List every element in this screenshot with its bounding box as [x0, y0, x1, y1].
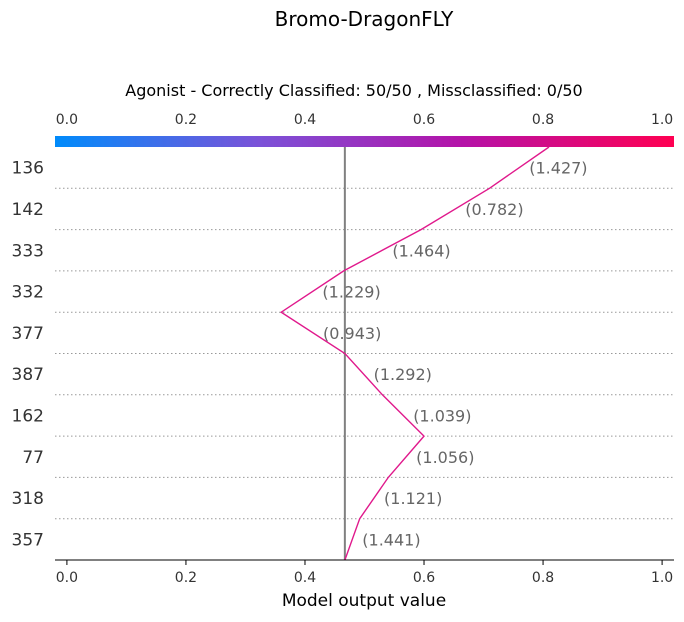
bottom-tick-label: 1.0 [651, 570, 673, 586]
chart-subtitle: Agonist - Correctly Classified: 50/50 , … [125, 81, 582, 100]
feature-value-label: (1.056) [416, 448, 474, 467]
top-tick-label: 1.0 [651, 112, 673, 128]
feature-label: 333 [12, 241, 44, 261]
feature-value-label: (0.943) [323, 324, 381, 343]
bottom-tick-label: 0.2 [175, 570, 197, 586]
colorbar [55, 136, 674, 147]
feature-label: 387 [12, 365, 44, 385]
top-tick-label: 0.0 [56, 112, 78, 128]
feature-value-label: (1.464) [392, 241, 450, 260]
bottom-axis-ticks: 0.0 0.2 0.4 0.6 0.8 1.0 [56, 560, 673, 586]
feature-value-label: (1.039) [413, 406, 471, 425]
x-axis-label: Model output value [282, 591, 446, 611]
chart-title: Bromo-DragonFLY [275, 7, 455, 31]
bottom-tick-label: 0.0 [56, 570, 78, 586]
row-gridlines [55, 187, 674, 520]
feature-value-label: (1.292) [374, 365, 432, 384]
feature-label: 77 [22, 448, 44, 468]
bottom-tick-label: 0.8 [532, 570, 554, 586]
feature-label: 357 [12, 530, 44, 550]
top-tick-label: 0.4 [294, 112, 316, 128]
top-axis-ticks: 0.0 0.2 0.4 0.6 0.8 1.0 [56, 112, 673, 128]
decision-path [279, 146, 550, 561]
feature-label: 136 [12, 159, 44, 179]
feature-value-labels: (1.427) (0.782) (1.464) (1.229) (0.943) (1.29… [322, 159, 587, 550]
feature-value-label: (0.782) [465, 200, 523, 219]
feature-value-label: (1.441) [362, 530, 420, 549]
feature-label: 377 [12, 324, 44, 344]
bottom-tick-label: 0.6 [413, 570, 435, 586]
bottom-tick-label: 0.4 [294, 570, 316, 586]
feature-label: 318 [12, 489, 44, 509]
feature-value-label: (1.121) [384, 489, 442, 508]
feature-label: 332 [12, 283, 44, 303]
top-tick-label: 0.6 [413, 112, 435, 128]
top-tick-label: 0.2 [175, 112, 197, 128]
feature-value-label: (1.229) [322, 283, 380, 302]
feature-value-label: (1.427) [529, 159, 587, 178]
feature-labels: 136 142 333 332 377 387 162 77 318 357 [12, 159, 44, 551]
feature-label: 142 [12, 200, 44, 220]
top-tick-label: 0.8 [532, 112, 554, 128]
feature-label: 162 [12, 406, 44, 426]
